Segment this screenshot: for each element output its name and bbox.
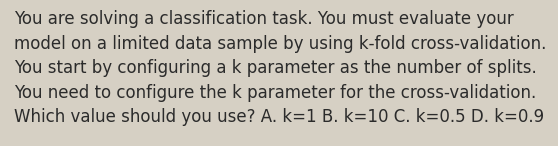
Text: You start by configuring a k parameter as the number of splits.: You start by configuring a k parameter a… [14,59,537,77]
Text: You need to configure the k parameter for the cross-validation.: You need to configure the k parameter fo… [14,84,536,102]
Text: Which value should you use? A. k=1 B. k=10 C. k=0.5 D. k=0.9: Which value should you use? A. k=1 B. k=… [14,108,544,126]
Text: You are solving a classification task. You must evaluate your: You are solving a classification task. Y… [14,10,514,28]
Text: model on a limited data sample by using k-fold cross-validation.: model on a limited data sample by using … [14,35,546,53]
